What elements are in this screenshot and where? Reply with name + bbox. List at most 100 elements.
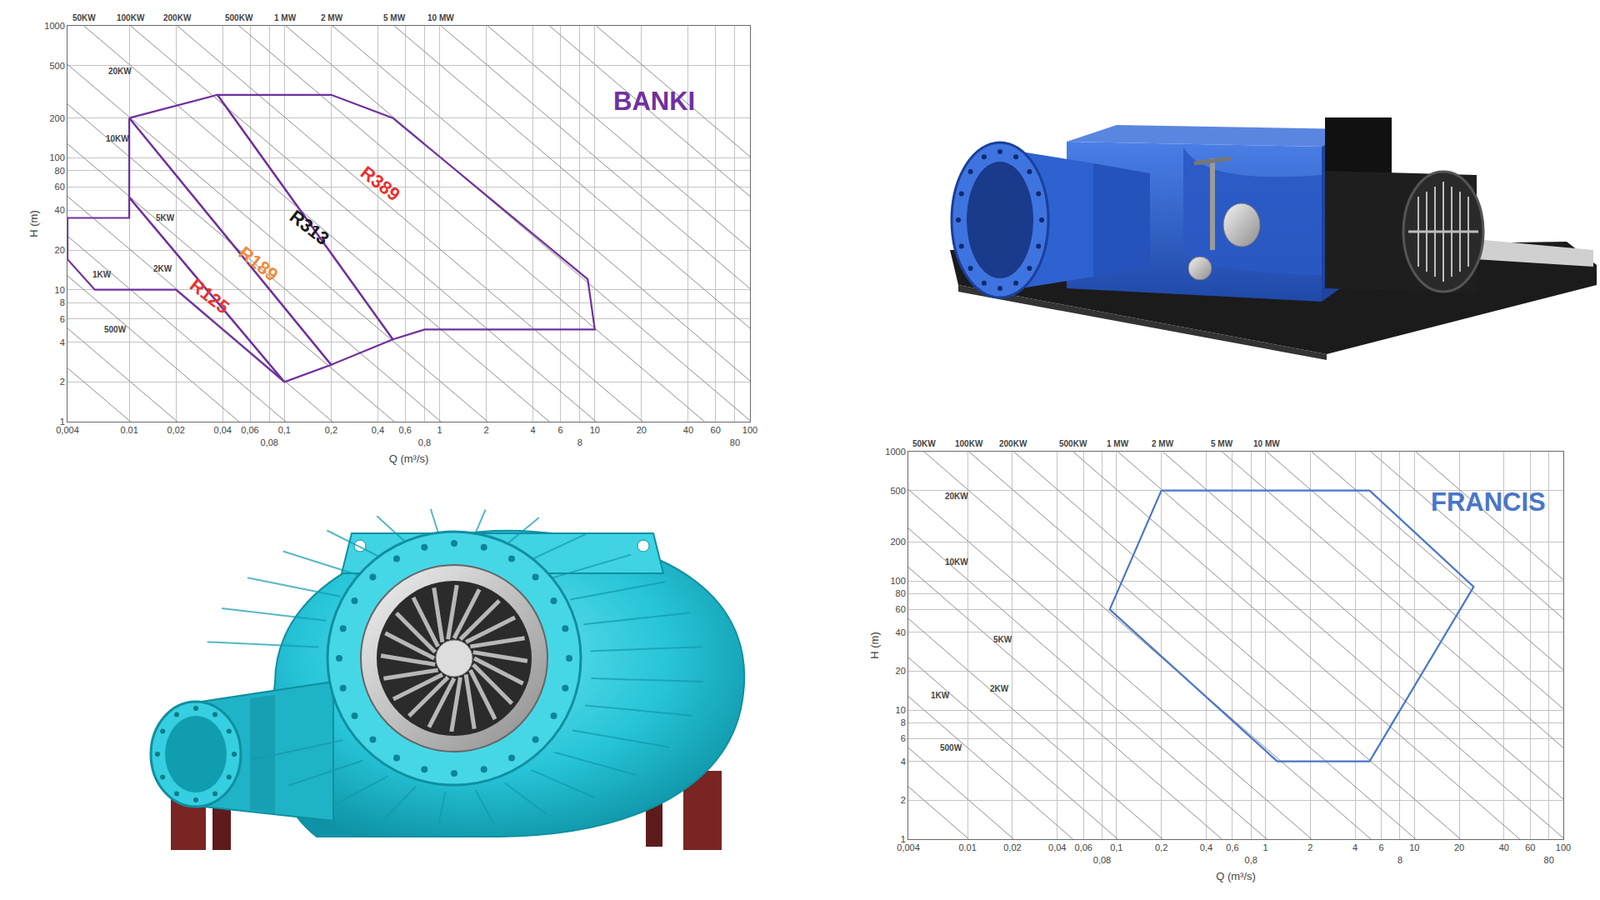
svg-text:6: 6 <box>60 314 65 325</box>
svg-text:8: 8 <box>577 425 583 447</box>
svg-text:60: 60 <box>55 181 65 192</box>
svg-text:0,04: 0,04 <box>1048 842 1066 853</box>
svg-text:80: 80 <box>730 425 740 447</box>
svg-text:500W: 500W <box>940 743 963 753</box>
svg-text:0,004: 0,004 <box>55 425 80 435</box>
svg-text:10: 10 <box>55 285 65 295</box>
svg-text:R189: R189 <box>235 241 283 285</box>
svg-text:0,08: 0,08 <box>260 425 279 447</box>
svg-text:200: 200 <box>890 536 905 547</box>
svg-text:80: 80 <box>55 165 65 176</box>
svg-text:2KW: 2KW <box>990 684 1010 694</box>
svg-text:2: 2 <box>900 795 906 805</box>
svg-text:0,2: 0,2 <box>325 425 338 435</box>
svg-text:FRANCIS: FRANCIS <box>1430 487 1546 517</box>
svg-text:1: 1 <box>60 416 65 427</box>
svg-text:H (m): H (m) <box>868 631 881 660</box>
svg-text:1000: 1000 <box>44 20 65 31</box>
svg-text:0,08: 0,08 <box>1093 842 1111 865</box>
svg-text:60: 60 <box>710 425 721 435</box>
svg-text:1 MW: 1 MW <box>274 13 297 23</box>
svg-text:0,1: 0,1 <box>278 425 291 435</box>
svg-text:100KW: 100KW <box>955 439 984 449</box>
svg-text:2: 2 <box>484 425 490 435</box>
svg-text:500KW: 500KW <box>225 13 254 23</box>
svg-text:5KW: 5KW <box>993 635 1013 645</box>
svg-text:10 MW: 10 MW <box>427 13 455 23</box>
svg-text:0,2: 0,2 <box>1155 842 1168 853</box>
svg-text:5 MW: 5 MW <box>1210 439 1234 449</box>
svg-text:50KW: 50KW <box>72 13 96 23</box>
svg-text:0,4: 0,4 <box>1200 842 1213 853</box>
svg-text:200: 200 <box>49 113 65 124</box>
svg-text:500: 500 <box>49 60 65 71</box>
svg-text:5 MW: 5 MW <box>383 13 406 23</box>
svg-text:60: 60 <box>1525 842 1535 853</box>
svg-text:100: 100 <box>742 425 758 435</box>
svg-text:10: 10 <box>590 425 600 435</box>
svg-text:2: 2 <box>60 376 65 387</box>
svg-text:4: 4 <box>60 337 65 348</box>
svg-text:0,02: 0,02 <box>166 425 185 435</box>
svg-text:4: 4 <box>900 756 906 767</box>
svg-text:40: 40 <box>1499 842 1510 853</box>
svg-text:10 MW: 10 MW <box>1253 439 1280 449</box>
svg-text:0,6: 0,6 <box>1225 842 1239 853</box>
svg-text:1000: 1000 <box>885 446 905 457</box>
svg-text:20: 20 <box>636 425 647 435</box>
svg-text:4: 4 <box>1352 842 1358 853</box>
svg-text:80: 80 <box>895 588 906 599</box>
svg-text:BANKI: BANKI <box>613 86 695 116</box>
svg-text:10KW: 10KW <box>105 134 130 144</box>
svg-text:R125: R125 <box>185 274 234 318</box>
svg-text:100KW: 100KW <box>116 13 145 23</box>
svg-text:2 MW: 2 MW <box>320 13 344 23</box>
svg-text:6: 6 <box>900 733 906 744</box>
svg-text:0,4: 0,4 <box>371 425 385 435</box>
svg-text:10KW: 10KW <box>945 557 969 567</box>
svg-text:0,8: 0,8 <box>418 425 431 447</box>
svg-text:2 MW: 2 MW <box>1151 439 1175 449</box>
svg-text:0,6: 0,6 <box>399 425 412 435</box>
svg-text:8: 8 <box>1397 842 1403 865</box>
svg-text:H (m): H (m) <box>27 210 40 238</box>
svg-text:0.01: 0.01 <box>958 842 976 853</box>
svg-text:40: 40 <box>895 627 906 638</box>
svg-text:0,004: 0,004 <box>896 842 920 853</box>
svg-text:0,04: 0,04 <box>214 425 232 435</box>
svg-text:20: 20 <box>895 665 906 676</box>
svg-text:6: 6 <box>557 425 563 435</box>
svg-text:Q (m³/s): Q (m³/s) <box>1215 870 1256 883</box>
svg-text:6: 6 <box>1379 842 1385 853</box>
svg-text:1KW: 1KW <box>92 270 112 280</box>
svg-text:1: 1 <box>436 425 442 435</box>
svg-text:0.01: 0.01 <box>120 425 138 435</box>
svg-text:5KW: 5KW <box>155 213 175 223</box>
svg-text:2: 2 <box>1307 842 1313 853</box>
svg-text:1: 1 <box>900 834 906 845</box>
svg-text:20KW: 20KW <box>108 66 132 76</box>
svg-text:500KW: 500KW <box>1059 439 1088 449</box>
svg-text:8: 8 <box>60 297 65 308</box>
svg-text:0,8: 0,8 <box>1245 842 1258 865</box>
svg-text:200KW: 200KW <box>999 439 1028 449</box>
svg-text:R313: R313 <box>285 205 334 250</box>
svg-text:200KW: 200KW <box>163 13 192 23</box>
svg-text:0,1: 0,1 <box>1110 842 1123 853</box>
svg-text:500W: 500W <box>104 325 127 335</box>
svg-text:10: 10 <box>1409 842 1420 853</box>
svg-text:1: 1 <box>1262 842 1268 853</box>
svg-text:0,06: 0,06 <box>1074 842 1092 853</box>
svg-text:20: 20 <box>55 245 65 255</box>
svg-text:1 MW: 1 MW <box>1106 439 1130 449</box>
svg-text:1KW: 1KW <box>930 690 950 700</box>
svg-text:100: 100 <box>890 575 905 586</box>
svg-text:Q (m³/s): Q (m³/s) <box>389 452 430 465</box>
svg-text:20: 20 <box>1454 842 1465 853</box>
svg-text:50KW: 50KW <box>912 439 936 449</box>
svg-text:100: 100 <box>49 152 65 163</box>
svg-text:40: 40 <box>55 205 65 215</box>
svg-text:100: 100 <box>1555 842 1571 853</box>
svg-text:2KW: 2KW <box>153 264 173 274</box>
svg-text:R389: R389 <box>356 161 405 205</box>
